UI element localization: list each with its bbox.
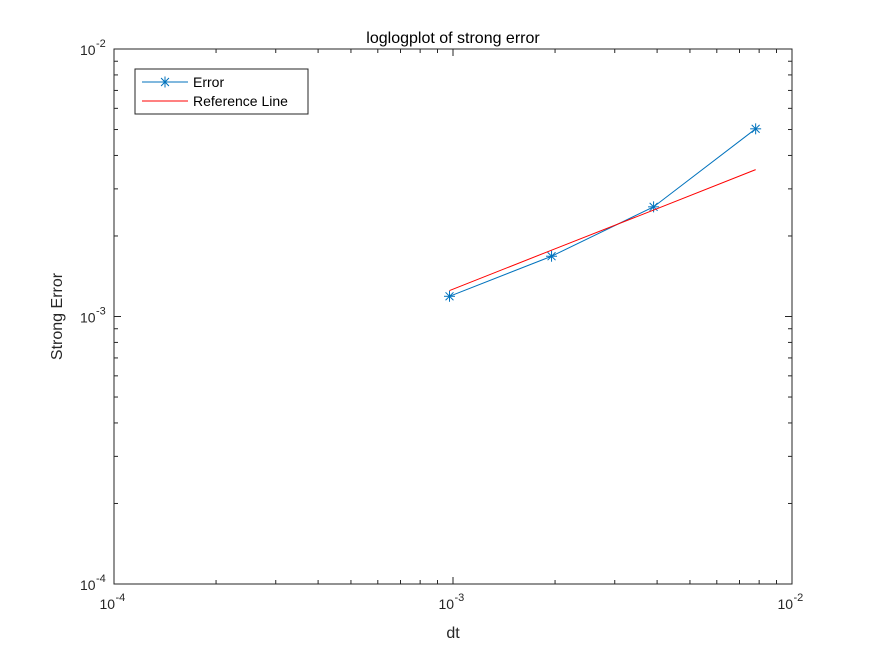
y-tick-label-exponent: -3 — [96, 306, 106, 318]
x-tick-label-base: 10 — [778, 596, 794, 612]
legend-label-reference-line: Reference Line — [193, 93, 288, 109]
data-point-error-stroke — [751, 124, 760, 134]
data-point-error-stroke — [547, 251, 556, 261]
minor-ticks — [114, 49, 792, 584]
x-tick-label-base: 10 — [439, 596, 455, 612]
x-tick-label: 10 -2 — [778, 592, 804, 612]
series-line-error — [449, 128, 756, 297]
chart-title: loglogplot of strong error — [366, 30, 540, 47]
data-point-error — [648, 201, 660, 213]
x-tick-label-exponent: -2 — [794, 592, 804, 604]
data-point-error — [444, 290, 456, 302]
legend-label-error: Error — [193, 74, 224, 90]
x-tick-label-exponent: -3 — [455, 592, 465, 604]
major-ticks: 10 -4 10 -3 10 -210 -410 -310 -2 — [80, 38, 803, 612]
plot-area — [113, 48, 793, 585]
y-tick-label-exponent: -4 — [96, 573, 106, 585]
series-line-reference-line — [449, 169, 756, 292]
legend-asterisk — [159, 76, 171, 88]
legend-box — [134, 68, 309, 115]
x-tick-label: 10 -4 — [100, 592, 126, 612]
y-tick-label-exponent: -2 — [96, 38, 106, 50]
x-tick-label: 10 -3 — [439, 592, 465, 612]
series-layer — [444, 123, 762, 302]
data-point-error-stroke — [649, 202, 658, 212]
legend-marker-error — [159, 76, 171, 88]
legend-asterisk-stroke — [160, 77, 170, 87]
x-tick-label-base: 10 — [100, 596, 116, 612]
y-axis-title: Strong Error — [49, 272, 66, 360]
y-tick-label: 10 -2 — [80, 38, 106, 58]
x-axis-title: dt — [446, 625, 460, 642]
x-tick-label-exponent: -4 — [116, 592, 126, 604]
y-tick-label: 10 -3 — [80, 306, 106, 326]
data-point-error — [750, 123, 762, 135]
data-point-error-stroke — [445, 291, 454, 301]
y-tick-label: 10 -4 — [80, 573, 106, 593]
y-tick-label-base: 10 — [80, 577, 96, 593]
y-tick-label-base: 10 — [80, 310, 96, 326]
legend: Error Reference Line — [134, 68, 309, 115]
data-point-error — [546, 250, 558, 262]
y-tick-label-base: 10 — [80, 42, 96, 58]
